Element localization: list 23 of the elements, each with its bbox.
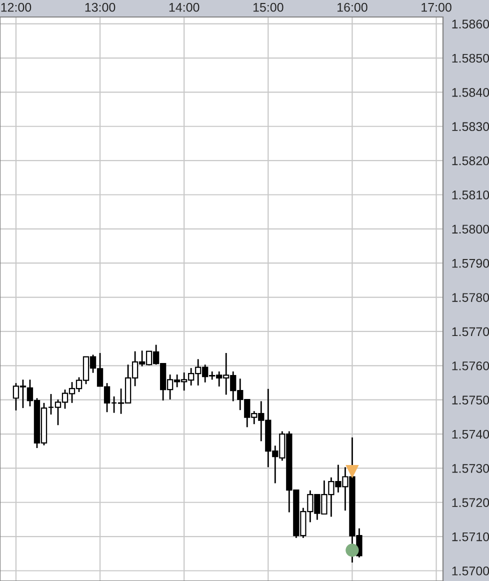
x-tick-label: 15:00 [253,2,284,12]
y-tick-label: 1.5740 [452,430,489,439]
y-tick-label: 1.5720 [452,498,489,508]
y-tick-label: 1.5780 [452,293,489,302]
y-tick-label: 1.5800 [452,224,489,234]
y-tick-label: 1.5710 [452,532,489,542]
y-tick-label: 1.5700 [452,566,489,576]
y-tick-label: 1.5840 [452,88,489,97]
x-tick-label: 17:00 [422,2,452,12]
y-tick-label: 1.5770 [452,327,489,336]
x-tick-label: 14:00 [169,2,200,12]
y-tick-label: 1.5810 [452,190,489,200]
y-tick-label: 1.5820 [452,156,489,166]
y-tick-label: 1.5830 [452,122,489,132]
y-tick-label: 1.5750 [452,396,489,404]
y-tick-label: 1.5730 [452,464,489,473]
x-tick-label: 12:00 [1,2,32,12]
y-tick-label: 1.5860 [452,20,489,28]
y-tick-label: 1.5760 [452,361,489,370]
x-tick-label: 16:00 [338,2,368,12]
y-tick-label: 1.5850 [452,54,489,63]
x-tick-label: 13:00 [85,2,116,12]
y-tick-label: 1.5790 [452,258,489,268]
